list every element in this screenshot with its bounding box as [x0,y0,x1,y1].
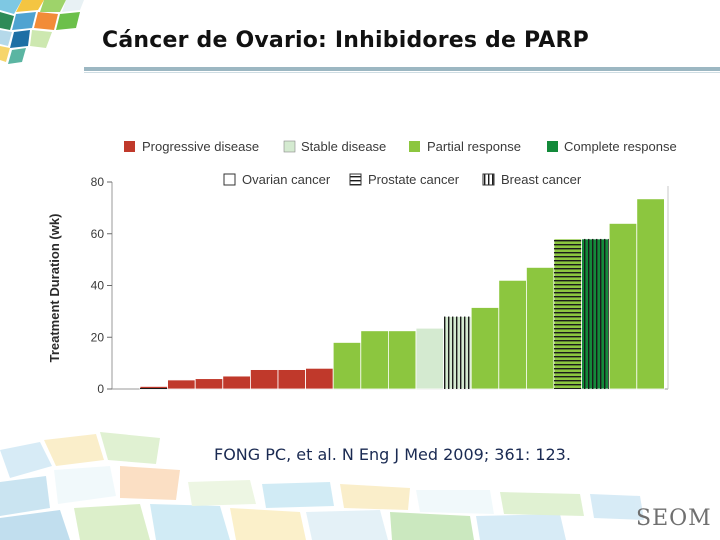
bar-9 [360,330,389,390]
bar-11 [415,327,445,390]
bar-14 [498,279,527,390]
y-tick-label: 80 [91,175,105,189]
bar-fill [332,342,362,390]
bar-fill [608,223,638,390]
bar-fill [636,198,665,390]
bar-12 [443,316,472,390]
bar-2 [167,379,196,390]
bar-17 [581,238,610,390]
legend-swatch-partial [409,141,420,152]
y-axis-label: Treatment Duration (wk) [47,214,62,363]
bar-breast-hatch [581,238,610,389]
citation-text: FONG PC, et al. N Eng J Med 2009; 361: 1… [214,445,571,464]
legend-swatch-prostate [349,173,362,186]
treatment-duration-chart: Progressive disease Stable disease Parti… [47,139,677,396]
bar-fill [222,375,251,390]
bar-fill [167,379,196,390]
y-tick-label: 20 [91,330,105,344]
bar-fill [305,367,334,390]
legend-label-progressive: Progressive disease [142,139,259,154]
bar-fill [194,378,224,390]
bar-1 [139,386,169,390]
y-tick-label: 0 [97,382,104,396]
bar-16 [553,238,583,390]
y-tick-label: 60 [91,227,105,241]
bar-18 [608,223,638,390]
bar-13 [470,307,500,390]
legend-swatch-stable [283,140,296,153]
legend-swatch-breast [482,173,495,186]
bottom-mosaic-decoration [0,432,644,540]
bar-4 [222,375,251,390]
bar-3 [194,378,224,390]
legend-label-partial: Partial response [427,139,521,154]
legend-label-prostate: Prostate cancer [368,172,460,187]
corner-mosaic-decoration [0,0,84,64]
bar-5 [249,369,279,390]
legend-label-breast: Breast cancer [501,172,582,187]
bar-fill [415,327,445,390]
legend-cancer: Ovarian cancer Prostate cancer Breast ca… [223,172,582,187]
bar-19 [636,198,665,390]
bar-fill [498,279,527,390]
bar-prostate-hatch [554,238,582,389]
legend-swatch-ovarian [223,173,236,186]
seom-logo: SEOM [636,506,712,531]
legend-response: Progressive disease Stable disease Parti… [124,139,677,154]
bar-fill [277,369,307,390]
bar-10 [387,330,417,390]
legend-label-ovarian: Ovarian cancer [242,172,331,187]
legend-label-complete: Complete response [564,139,677,154]
legend-label-stable: Stable disease [301,139,386,154]
bar-6 [277,369,307,390]
bar-prostate-hatch [140,386,168,389]
bar-series [139,198,665,390]
bar-fill [360,330,389,390]
bar-breast-hatch [443,316,472,389]
bar-fill [470,307,500,390]
legend-swatch-progressive [124,141,135,152]
bar-15 [525,266,555,390]
bar-fill [249,369,279,390]
bar-7 [305,367,334,390]
title-divider-light [84,72,720,73]
bar-fill [387,330,417,390]
bar-8 [332,342,362,390]
slide-title: Cáncer de Ovario: Inhibidores de PARP [102,28,589,53]
y-axis-ticks: 0 20 40 60 80 [91,175,112,396]
bar-fill [525,266,555,390]
y-tick-label: 40 [91,279,105,293]
legend-swatch-complete [547,141,558,152]
title-divider [84,67,720,71]
